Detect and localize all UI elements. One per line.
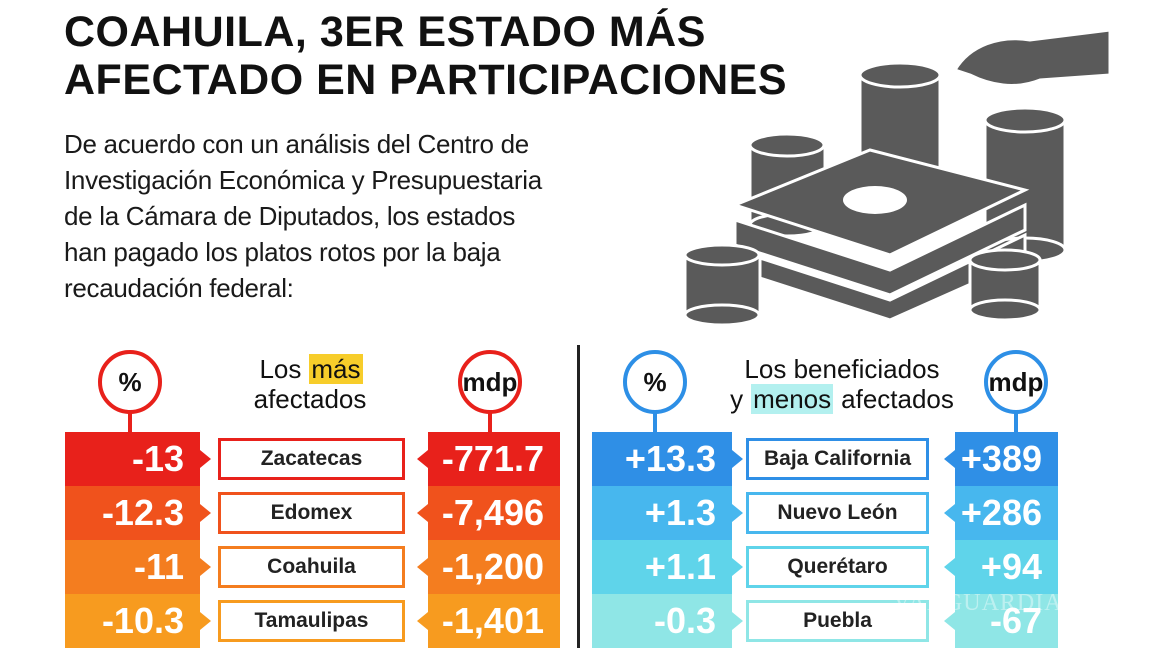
heading-word: afectados xyxy=(253,384,367,414)
intro-line: Investigación Económica y Presupuestaria xyxy=(64,165,542,195)
pct-cell: -13 xyxy=(65,432,200,486)
header-ring: % xyxy=(98,350,162,414)
heading-word: afectados xyxy=(841,384,954,414)
heading-line: y menos afectados xyxy=(692,384,992,414)
title: COAHUILA, 3ER ESTADO MÁS AFECTADO EN PAR… xyxy=(64,8,787,104)
arrow xyxy=(200,558,211,576)
title-line: COAHUILA, 3ER ESTADO MÁS xyxy=(64,8,706,56)
mdp-cell: -7,496 xyxy=(428,486,560,540)
header-stem xyxy=(653,410,657,434)
intro: De acuerdo con un análisis del Centro de… xyxy=(64,126,542,306)
header-stem xyxy=(488,410,492,434)
arrow xyxy=(944,612,955,630)
intro-line: recaudación federal: xyxy=(64,273,294,303)
header-ring: mdp xyxy=(984,350,1048,414)
arrow xyxy=(944,450,955,468)
header-ring: mdp xyxy=(458,350,522,414)
arrow xyxy=(732,504,743,522)
arrow xyxy=(732,450,743,468)
divider xyxy=(577,345,580,648)
intro-line: de la Cámara de Diputados, los estados xyxy=(64,201,516,231)
state-box: Tamaulipas xyxy=(218,600,405,642)
arrow xyxy=(200,450,211,468)
panel-heading: Los más afectados xyxy=(160,354,460,414)
state-box: Querétaro xyxy=(746,546,929,588)
mdp-cell: +286 xyxy=(955,486,1058,540)
heading-word: Los beneficiados xyxy=(744,354,940,384)
pct-cell: +13.3 xyxy=(592,432,732,486)
header-ring: % xyxy=(623,350,687,414)
state-box: Edomex xyxy=(218,492,405,534)
pct-cell: -10.3 xyxy=(65,594,200,648)
watermark: VANGUARDIA xyxy=(893,590,1063,616)
intro-line: De acuerdo con un análisis del Centro de xyxy=(64,129,529,159)
mdp-cell: +389 xyxy=(955,432,1058,486)
heading-line: afectados xyxy=(160,384,460,414)
arrow xyxy=(417,450,428,468)
money-illustration xyxy=(683,28,1112,325)
pct-cell: +1.3 xyxy=(592,486,732,540)
pct-cell: -0.3 xyxy=(592,594,732,648)
pct-cell: -11 xyxy=(65,540,200,594)
arrow xyxy=(417,558,428,576)
arrow xyxy=(732,558,743,576)
heading-line: Los más xyxy=(160,354,460,384)
state-box: Puebla xyxy=(746,600,929,642)
state-box: Coahuila xyxy=(218,546,405,588)
mdp-cell: -1,401 xyxy=(428,594,560,648)
arrow xyxy=(732,612,743,630)
arrow xyxy=(944,504,955,522)
mdp-cell: +94 xyxy=(955,540,1058,594)
mdp-cell: -1,200 xyxy=(428,540,560,594)
intro-line: han pagado los platos rotos por la baja xyxy=(64,237,501,267)
heading-word: Los xyxy=(259,354,302,384)
state-box: Zacatecas xyxy=(218,438,405,480)
state-box: Baja California xyxy=(746,438,929,480)
heading-line: Los beneficiados xyxy=(692,354,992,384)
arrow xyxy=(200,612,211,630)
heading-word: menos xyxy=(751,384,834,414)
header-stem xyxy=(128,410,132,434)
arrow xyxy=(417,612,428,630)
mdp-cell: -771.7 xyxy=(428,432,560,486)
arrow xyxy=(417,504,428,522)
pct-cell: +1.1 xyxy=(592,540,732,594)
panel-heading: Los beneficiados y menos afectados xyxy=(692,354,992,414)
state-box: Nuevo León xyxy=(746,492,929,534)
header-stem xyxy=(1014,410,1018,434)
pct-cell: -12.3 xyxy=(65,486,200,540)
heading-word: más xyxy=(309,354,363,384)
title-line: AFECTADO EN PARTICIPACIONES xyxy=(64,56,788,104)
arrow xyxy=(944,558,955,576)
arrow xyxy=(200,504,211,522)
heading-word: y xyxy=(730,384,744,414)
mdp-cell: -67 xyxy=(955,594,1058,648)
